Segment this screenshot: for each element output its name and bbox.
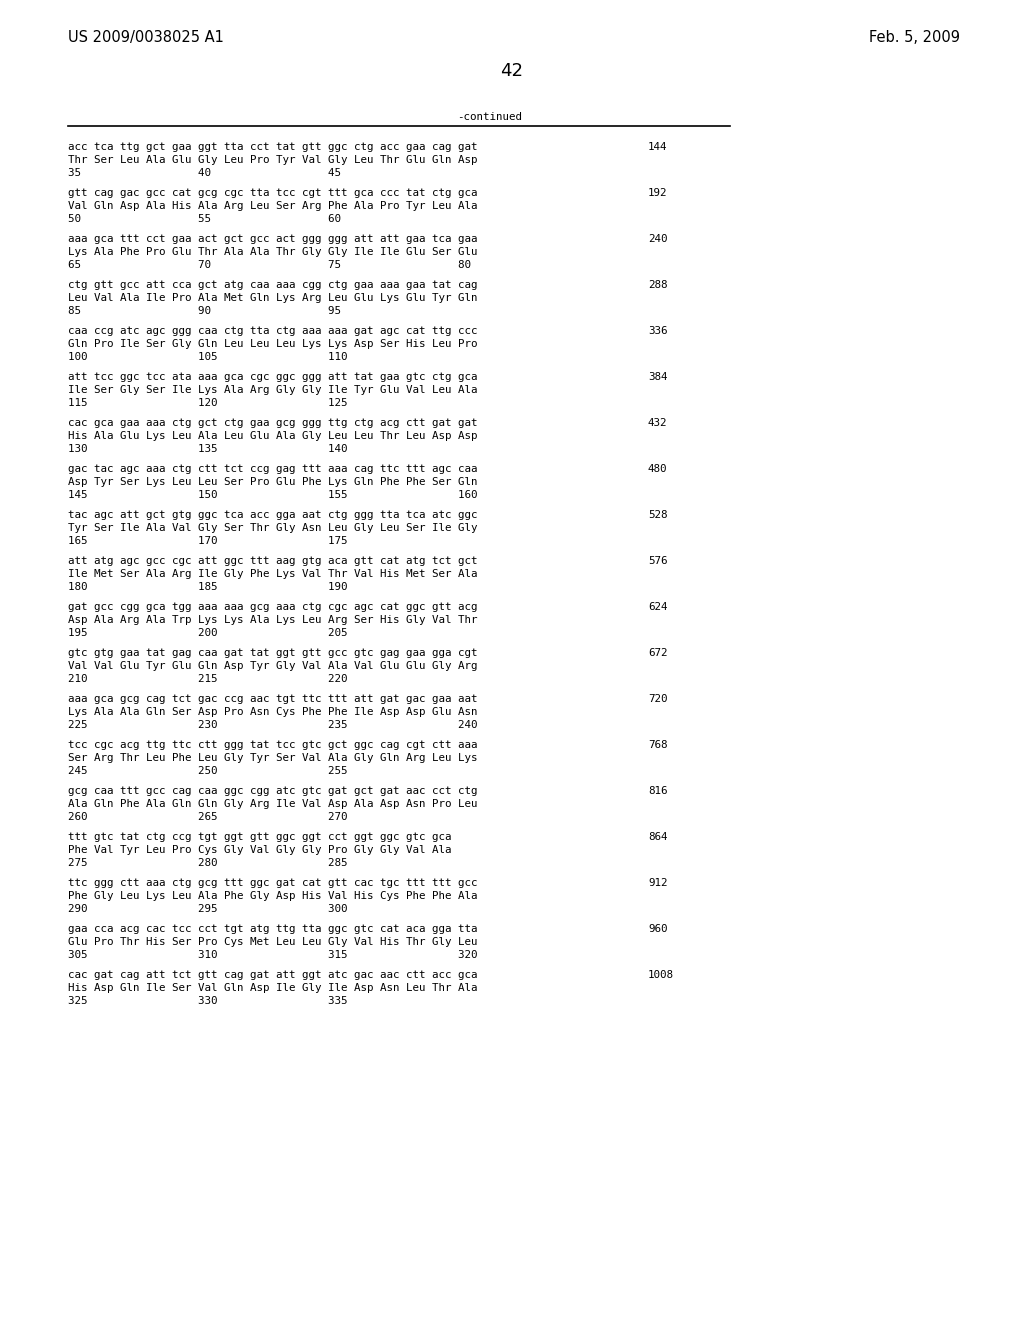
Text: tcc cgc acg ttg ttc ctt ggg tat tcc gtc gct ggc cag cgt ctt aaa: tcc cgc acg ttg ttc ctt ggg tat tcc gtc …: [68, 741, 477, 750]
Text: acc tca ttg gct gaa ggt tta cct tat gtt ggc ctg acc gaa cag gat: acc tca ttg gct gaa ggt tta cct tat gtt …: [68, 143, 477, 152]
Text: 528: 528: [648, 510, 668, 520]
Text: att atg agc gcc cgc att ggc ttt aag gtg aca gtt cat atg tct gct: att atg agc gcc cgc att ggc ttt aag gtg …: [68, 556, 477, 566]
Text: tac agc att gct gtg ggc tca acc gga aat ctg ggg tta tca atc ggc: tac agc att gct gtg ggc tca acc gga aat …: [68, 510, 477, 520]
Text: 100                 105                 110: 100 105 110: [68, 352, 347, 362]
Text: 275                 280                 285: 275 280 285: [68, 858, 347, 869]
Text: 225                 230                 235                 240: 225 230 235 240: [68, 719, 477, 730]
Text: 240: 240: [648, 234, 668, 244]
Text: 290                 295                 300: 290 295 300: [68, 904, 347, 913]
Text: 960: 960: [648, 924, 668, 935]
Text: gat gcc cgg gca tgg aaa aaa gcg aaa ctg cgc agc cat ggc gtt acg: gat gcc cgg gca tgg aaa aaa gcg aaa ctg …: [68, 602, 477, 612]
Text: gaa cca acg cac tcc cct tgt atg ttg tta ggc gtc cat aca gga tta: gaa cca acg cac tcc cct tgt atg ttg tta …: [68, 924, 477, 935]
Text: 245                 250                 255: 245 250 255: [68, 766, 347, 776]
Text: 130                 135                 140: 130 135 140: [68, 444, 347, 454]
Text: ttt gtc tat ctg ccg tgt ggt gtt ggc ggt cct ggt ggc gtc gca: ttt gtc tat ctg ccg tgt ggt gtt ggc ggt …: [68, 832, 452, 842]
Text: Glu Pro Thr His Ser Pro Cys Met Leu Leu Gly Val His Thr Gly Leu: Glu Pro Thr His Ser Pro Cys Met Leu Leu …: [68, 937, 477, 946]
Text: Feb. 5, 2009: Feb. 5, 2009: [869, 30, 961, 45]
Text: 1008: 1008: [648, 970, 674, 979]
Text: 192: 192: [648, 187, 668, 198]
Text: His Ala Glu Lys Leu Ala Leu Glu Ala Gly Leu Leu Thr Leu Asp Asp: His Ala Glu Lys Leu Ala Leu Glu Ala Gly …: [68, 432, 477, 441]
Text: ttc ggg ctt aaa ctg gcg ttt ggc gat cat gtt cac tgc ttt ttt gcc: ttc ggg ctt aaa ctg gcg ttt ggc gat cat …: [68, 878, 477, 888]
Text: 35                  40                  45: 35 40 45: [68, 168, 341, 178]
Text: 912: 912: [648, 878, 668, 888]
Text: 305                 310                 315                 320: 305 310 315 320: [68, 950, 477, 960]
Text: 624: 624: [648, 602, 668, 612]
Text: US 2009/0038025 A1: US 2009/0038025 A1: [68, 30, 224, 45]
Text: gtt cag gac gcc cat gcg cgc tta tcc cgt ttt gca ccc tat ctg gca: gtt cag gac gcc cat gcg cgc tta tcc cgt …: [68, 187, 477, 198]
Text: 432: 432: [648, 418, 668, 428]
Text: 672: 672: [648, 648, 668, 657]
Text: 115                 120                 125: 115 120 125: [68, 399, 347, 408]
Text: Ile Ser Gly Ser Ile Lys Ala Arg Gly Gly Ile Tyr Glu Val Leu Ala: Ile Ser Gly Ser Ile Lys Ala Arg Gly Gly …: [68, 385, 477, 395]
Text: 576: 576: [648, 556, 668, 566]
Text: aaa gca gcg cag tct gac ccg aac tgt ttc ttt att gat gac gaa aat: aaa gca gcg cag tct gac ccg aac tgt ttc …: [68, 694, 477, 704]
Text: gac tac agc aaa ctg ctt tct ccg gag ttt aaa cag ttc ttt agc caa: gac tac agc aaa ctg ctt tct ccg gag ttt …: [68, 465, 477, 474]
Text: 210                 215                 220: 210 215 220: [68, 675, 347, 684]
Text: cac gca gaa aaa ctg gct ctg gaa gcg ggg ttg ctg acg ctt gat gat: cac gca gaa aaa ctg gct ctg gaa gcg ggg …: [68, 418, 477, 428]
Text: Asp Ala Arg Ala Trp Lys Lys Ala Lys Leu Arg Ser His Gly Val Thr: Asp Ala Arg Ala Trp Lys Lys Ala Lys Leu …: [68, 615, 477, 624]
Text: 260                 265                 270: 260 265 270: [68, 812, 347, 822]
Text: Val Gln Asp Ala His Ala Arg Leu Ser Arg Phe Ala Pro Tyr Leu Ala: Val Gln Asp Ala His Ala Arg Leu Ser Arg …: [68, 201, 477, 211]
Text: 288: 288: [648, 280, 668, 290]
Text: Ala Gln Phe Ala Gln Gln Gly Arg Ile Val Asp Ala Asp Asn Pro Leu: Ala Gln Phe Ala Gln Gln Gly Arg Ile Val …: [68, 799, 477, 809]
Text: ctg gtt gcc att cca gct atg caa aaa cgg ctg gaa aaa gaa tat cag: ctg gtt gcc att cca gct atg caa aaa cgg …: [68, 280, 477, 290]
Text: Ser Arg Thr Leu Phe Leu Gly Tyr Ser Val Ala Gly Gln Arg Leu Lys: Ser Arg Thr Leu Phe Leu Gly Tyr Ser Val …: [68, 752, 477, 763]
Text: 165                 170                 175: 165 170 175: [68, 536, 347, 546]
Text: att tcc ggc tcc ata aaa gca cgc ggc ggg att tat gaa gtc ctg gca: att tcc ggc tcc ata aaa gca cgc ggc ggg …: [68, 372, 477, 381]
Text: 336: 336: [648, 326, 668, 337]
Text: 195                 200                 205: 195 200 205: [68, 628, 347, 638]
Text: caa ccg atc agc ggg caa ctg tta ctg aaa aaa gat agc cat ttg ccc: caa ccg atc agc ggg caa ctg tta ctg aaa …: [68, 326, 477, 337]
Text: His Asp Gln Ile Ser Val Gln Asp Ile Gly Ile Asp Asn Leu Thr Ala: His Asp Gln Ile Ser Val Gln Asp Ile Gly …: [68, 983, 477, 993]
Text: Tyr Ser Ile Ala Val Gly Ser Thr Gly Asn Leu Gly Leu Ser Ile Gly: Tyr Ser Ile Ala Val Gly Ser Thr Gly Asn …: [68, 523, 477, 533]
Text: 144: 144: [648, 143, 668, 152]
Text: Val Val Glu Tyr Glu Gln Asp Tyr Gly Val Ala Val Glu Glu Gly Arg: Val Val Glu Tyr Glu Gln Asp Tyr Gly Val …: [68, 661, 477, 671]
Text: gtc gtg gaa tat gag caa gat tat ggt gtt gcc gtc gag gaa gga cgt: gtc gtg gaa tat gag caa gat tat ggt gtt …: [68, 648, 477, 657]
Text: 384: 384: [648, 372, 668, 381]
Text: -continued: -continued: [458, 112, 522, 121]
Text: 85                  90                  95: 85 90 95: [68, 306, 341, 315]
Text: 325                 330                 335: 325 330 335: [68, 997, 347, 1006]
Text: 145                 150                 155                 160: 145 150 155 160: [68, 490, 477, 500]
Text: 42: 42: [501, 62, 523, 81]
Text: 768: 768: [648, 741, 668, 750]
Text: cac gat cag att tct gtt cag gat att ggt atc gac aac ctt acc gca: cac gat cag att tct gtt cag gat att ggt …: [68, 970, 477, 979]
Text: 720: 720: [648, 694, 668, 704]
Text: gcg caa ttt gcc cag caa ggc cgg atc gtc gat gct gat aac cct ctg: gcg caa ttt gcc cag caa ggc cgg atc gtc …: [68, 785, 477, 796]
Text: Lys Ala Ala Gln Ser Asp Pro Asn Cys Phe Phe Ile Asp Asp Glu Asn: Lys Ala Ala Gln Ser Asp Pro Asn Cys Phe …: [68, 708, 477, 717]
Text: Ile Met Ser Ala Arg Ile Gly Phe Lys Val Thr Val His Met Ser Ala: Ile Met Ser Ala Arg Ile Gly Phe Lys Val …: [68, 569, 477, 579]
Text: Phe Val Tyr Leu Pro Cys Gly Val Gly Gly Pro Gly Gly Val Ala: Phe Val Tyr Leu Pro Cys Gly Val Gly Gly …: [68, 845, 452, 855]
Text: 65                  70                  75                  80: 65 70 75 80: [68, 260, 471, 271]
Text: Phe Gly Leu Lys Leu Ala Phe Gly Asp His Val His Cys Phe Phe Ala: Phe Gly Leu Lys Leu Ala Phe Gly Asp His …: [68, 891, 477, 902]
Text: Lys Ala Phe Pro Glu Thr Ala Ala Thr Gly Gly Ile Ile Glu Ser Glu: Lys Ala Phe Pro Glu Thr Ala Ala Thr Gly …: [68, 247, 477, 257]
Text: 180                 185                 190: 180 185 190: [68, 582, 347, 591]
Text: aaa gca ttt cct gaa act gct gcc act ggg ggg att att gaa tca gaa: aaa gca ttt cct gaa act gct gcc act ggg …: [68, 234, 477, 244]
Text: Thr Ser Leu Ala Glu Gly Leu Pro Tyr Val Gly Leu Thr Glu Gln Asp: Thr Ser Leu Ala Glu Gly Leu Pro Tyr Val …: [68, 154, 477, 165]
Text: 864: 864: [648, 832, 668, 842]
Text: 50                  55                  60: 50 55 60: [68, 214, 341, 224]
Text: 816: 816: [648, 785, 668, 796]
Text: 480: 480: [648, 465, 668, 474]
Text: Leu Val Ala Ile Pro Ala Met Gln Lys Arg Leu Glu Lys Glu Tyr Gln: Leu Val Ala Ile Pro Ala Met Gln Lys Arg …: [68, 293, 477, 304]
Text: Gln Pro Ile Ser Gly Gln Leu Leu Leu Lys Lys Asp Ser His Leu Pro: Gln Pro Ile Ser Gly Gln Leu Leu Leu Lys …: [68, 339, 477, 348]
Text: Asp Tyr Ser Lys Leu Leu Ser Pro Glu Phe Lys Gln Phe Phe Ser Gln: Asp Tyr Ser Lys Leu Leu Ser Pro Glu Phe …: [68, 477, 477, 487]
